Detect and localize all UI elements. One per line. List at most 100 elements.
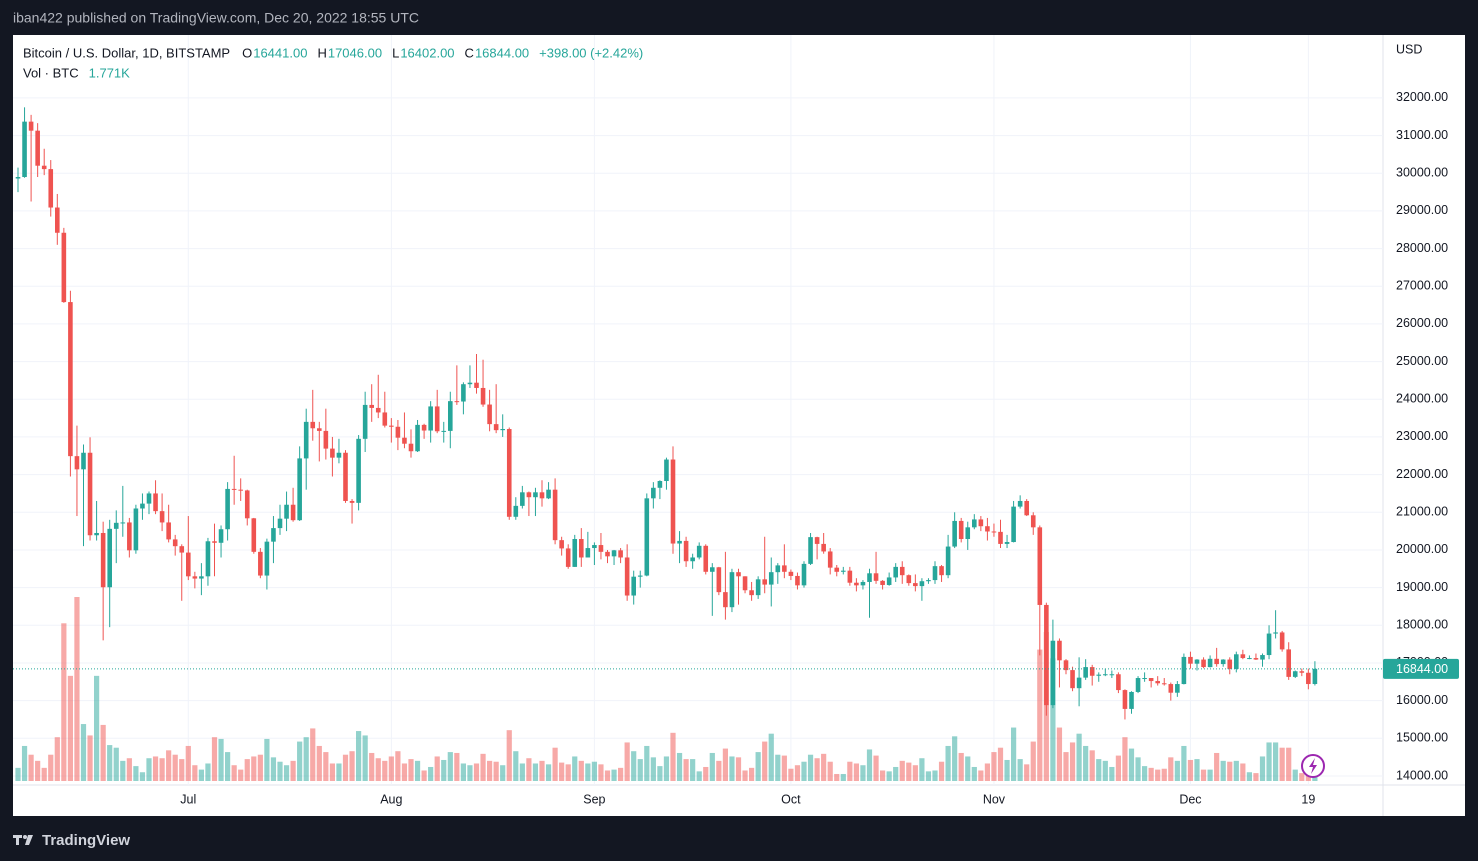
candle-body (199, 576, 204, 579)
volume-bar (1148, 767, 1154, 781)
volume-bar (414, 760, 421, 781)
candle-body (356, 438, 361, 503)
candle-body (1207, 658, 1213, 668)
candle-body (1089, 667, 1095, 676)
volume-bar (696, 771, 702, 781)
candle-body (1103, 674, 1108, 676)
legend-value: 16441.00 (253, 45, 307, 60)
volume-bar (768, 733, 774, 781)
candle-body (1076, 677, 1082, 689)
candle-body (513, 505, 519, 517)
candle-body (795, 575, 800, 586)
candle-body (186, 552, 191, 577)
candle-body (703, 545, 709, 572)
candle-body (952, 520, 957, 547)
volume-bar (211, 737, 218, 781)
y-tick-label: 26000.00 (1396, 316, 1448, 330)
volume-bar (945, 745, 951, 781)
candle-body (487, 404, 492, 425)
currency: USD (1396, 42, 1422, 56)
volume-bar (41, 767, 47, 781)
candle-body (448, 401, 453, 431)
volume-bar (447, 752, 453, 781)
candle-body (539, 492, 545, 499)
volume-bar (1240, 763, 1246, 781)
volume-bar (938, 761, 945, 781)
candle-body (41, 165, 47, 170)
candle-body (742, 576, 748, 591)
volume-bar (1279, 747, 1285, 781)
candle-body (565, 548, 571, 567)
candle-body (120, 522, 126, 524)
candle-body (801, 563, 807, 586)
candle-body (624, 557, 630, 596)
volume-bar (1024, 764, 1030, 781)
last-price-box (1383, 658, 1459, 679)
candle-body (500, 429, 505, 431)
volume-bar (991, 752, 997, 781)
candle-body (847, 570, 853, 583)
volume-bar (703, 766, 709, 781)
candle-body (860, 581, 866, 586)
y-tick-label: 18000.00 (1396, 618, 1448, 632)
candle-body (231, 488, 237, 490)
volume-bar (978, 770, 984, 781)
candle-body (945, 546, 951, 576)
candle-body (972, 519, 977, 528)
candle-body (271, 528, 276, 542)
volume-bar (513, 751, 519, 781)
volume-bar (919, 758, 925, 781)
volume-bar (1299, 773, 1305, 781)
volume-bar (428, 766, 434, 781)
candle-body (349, 500, 355, 503)
candle-body (841, 570, 846, 572)
volume-bar (565, 764, 571, 781)
volume-bar (1187, 759, 1194, 781)
volume-bar (48, 754, 54, 781)
candle-body (1279, 632, 1285, 650)
volume-bar (94, 675, 100, 781)
candle-body (1188, 656, 1193, 664)
volume-bar (126, 758, 132, 781)
volume-bar (801, 761, 807, 781)
y-tick-label: 14000.00 (1396, 768, 1448, 782)
candle-body (107, 528, 112, 588)
volume-bar (893, 766, 899, 781)
volume-bar (821, 753, 827, 781)
volume-bar (663, 756, 670, 781)
candle-body (15, 177, 21, 179)
volume-bar (152, 756, 159, 781)
candle-body (428, 406, 433, 431)
volume-bar (1214, 752, 1220, 781)
candle-body (644, 498, 650, 576)
lightning-icon[interactable] (1301, 754, 1325, 778)
volume-bar (1200, 769, 1207, 781)
candle-body (323, 430, 329, 449)
volume-bar (814, 758, 820, 781)
volume-bar (742, 770, 748, 781)
candle-body (303, 421, 309, 459)
candle-body (382, 412, 388, 426)
candle-body (61, 232, 67, 303)
volume-bar (886, 771, 892, 781)
candle-body (1253, 658, 1259, 660)
volume-bar (15, 767, 21, 781)
candle-body (166, 522, 171, 540)
volume-bar (971, 766, 977, 781)
volume-bar (598, 764, 604, 781)
candle-body (1096, 674, 1102, 676)
candle-body (100, 532, 106, 588)
candle-body (958, 520, 964, 540)
y-tick-label: 21000.00 (1396, 505, 1448, 519)
volume-bar (87, 735, 93, 781)
candle-body (696, 545, 702, 558)
volume-bar (244, 759, 250, 781)
volume-bar (860, 765, 866, 781)
volume-bar (493, 761, 499, 781)
volume-bar (847, 761, 853, 781)
candle-body (1220, 659, 1226, 665)
volume-bar (827, 761, 833, 781)
volume-bar (1115, 755, 1121, 781)
candle-body (1044, 604, 1049, 706)
candle-body (827, 551, 833, 568)
